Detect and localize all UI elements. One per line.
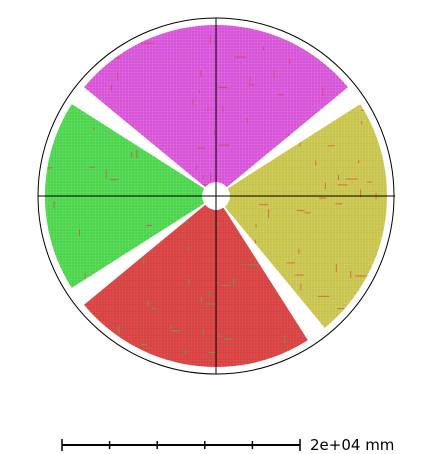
- scale-bar-ticks: [61, 439, 301, 451]
- scale-bar: [61, 439, 301, 451]
- scale-bar-label: 2e+04 mm: [310, 436, 395, 454]
- segment-right-fill: [224, 101, 387, 332]
- wedge-layer: [45, 25, 387, 367]
- segment-top-grid: [80, 25, 352, 188]
